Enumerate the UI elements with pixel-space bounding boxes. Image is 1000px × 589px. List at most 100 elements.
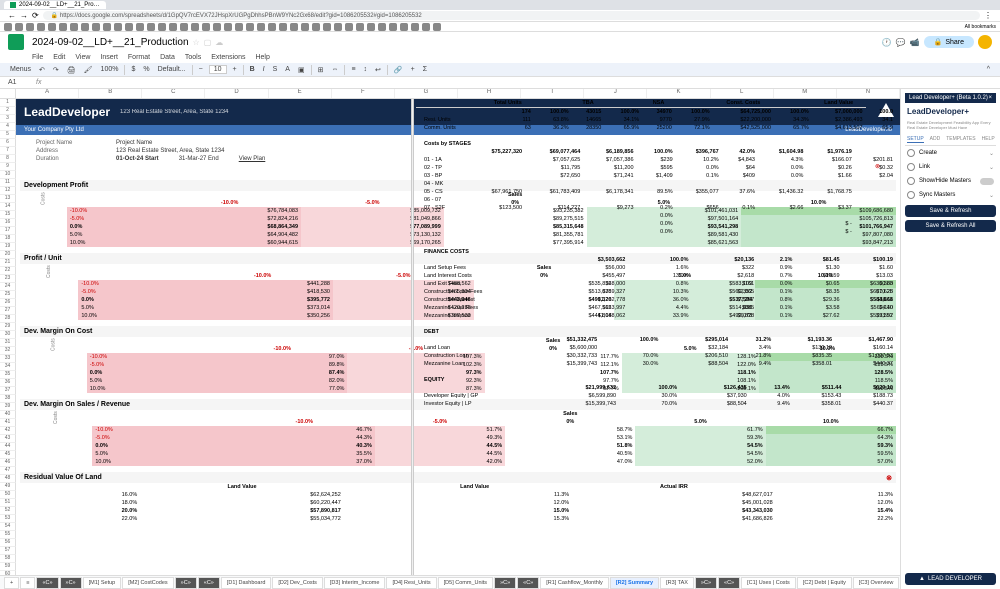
font-size-plus[interactable]: + [231, 66, 239, 73]
zoom-select[interactable]: 100% [99, 66, 121, 73]
menu-insert[interactable]: Insert [100, 54, 118, 61]
row-header[interactable]: 49 [0, 483, 16, 491]
row-header[interactable]: 14 [0, 203, 16, 211]
sheet-tab[interactable]: «C» [718, 577, 740, 589]
bookmark-item[interactable] [257, 23, 265, 31]
bookmark-item[interactable] [389, 23, 397, 31]
bookmark-item[interactable] [367, 23, 375, 31]
print-icon[interactable]: 🖨 [65, 66, 78, 74]
col-header[interactable]: L [711, 89, 774, 98]
cloud-icon[interactable]: ☁ [215, 38, 223, 47]
sheet-tab[interactable]: «C» [198, 577, 220, 589]
fill-color-icon[interactable]: ▣ [296, 66, 307, 74]
format-select[interactable]: Default... [156, 66, 188, 73]
sheet-tab[interactable]: «C» [36, 577, 58, 589]
col-header[interactable]: M [774, 89, 837, 98]
bookmark-item[interactable] [147, 23, 155, 31]
extensions-icon[interactable]: ⋮ [984, 11, 992, 20]
bookmark-item[interactable] [37, 23, 45, 31]
row-header[interactable]: 29 [0, 323, 16, 331]
nav-back-icon[interactable]: ← [8, 11, 16, 20]
row-header[interactable]: 35 [0, 371, 16, 379]
save-refresh-all-button[interactable]: Save & Refresh All [905, 220, 996, 232]
strike-icon[interactable]: S [271, 66, 280, 73]
currency-icon[interactable]: $ [129, 66, 137, 73]
undo-icon[interactable]: ↶ [37, 66, 47, 74]
menu-extensions[interactable]: Extensions [211, 54, 245, 61]
bookmark-item[interactable] [103, 23, 111, 31]
row-header[interactable]: 13 [0, 195, 16, 203]
row-header[interactable]: 21 [0, 259, 16, 267]
row-header[interactable]: 42 [0, 427, 16, 435]
col-header[interactable]: B [79, 89, 142, 98]
bookmark-item[interactable] [323, 23, 331, 31]
col-header[interactable]: G [395, 89, 458, 98]
sheet-tab[interactable]: [D4] Resi_Units [386, 577, 436, 589]
bookmark-item[interactable] [268, 23, 276, 31]
row-header[interactable]: 22 [0, 267, 16, 275]
meet-icon[interactable]: 📹 [910, 38, 920, 47]
sidebar-item-show-hide-masters[interactable]: Show/Hide Masters [905, 174, 996, 188]
cell-reference[interactable]: A1 [8, 79, 28, 86]
row-header[interactable]: 17 [0, 227, 16, 235]
menu-edit[interactable]: Edit [53, 54, 65, 61]
italic-icon[interactable]: I [261, 66, 267, 73]
row-header[interactable]: 59 [0, 563, 16, 571]
paint-icon[interactable]: 🖌 [82, 66, 95, 74]
bookmark-item[interactable] [246, 23, 254, 31]
row-header[interactable]: 33 [0, 355, 16, 363]
row-header[interactable]: 45 [0, 451, 16, 459]
sidebar-tab-help[interactable]: HELP [982, 136, 995, 143]
row-header[interactable]: 7 [0, 147, 16, 155]
col-header[interactable]: J [584, 89, 647, 98]
bookmark-item[interactable] [202, 23, 210, 31]
bookmark-item[interactable] [169, 23, 177, 31]
save-refresh-button[interactable]: Save & Refresh [905, 205, 996, 217]
cells-area[interactable]: LeadDeveloper 123 Real Estate Street, Ar… [16, 99, 900, 579]
sheet-tab[interactable]: »C» [175, 577, 197, 589]
row-header[interactable]: 44 [0, 443, 16, 451]
align-icon[interactable]: ≡ [349, 66, 357, 73]
history-icon[interactable]: 🕐 [882, 38, 892, 47]
avatar[interactable] [978, 35, 992, 49]
col-header[interactable]: E [269, 89, 332, 98]
spreadsheet[interactable]: ABCDEFGHIJKLMN 1234567891011121314151617… [0, 89, 900, 589]
row-header[interactable]: 50 [0, 491, 16, 499]
menu-tools[interactable]: Tools [185, 54, 201, 61]
sidebar-tab-setup[interactable]: SETUP [907, 136, 924, 143]
row-header[interactable]: 39 [0, 403, 16, 411]
row-header[interactable]: 41 [0, 419, 16, 427]
toggle[interactable] [980, 178, 994, 185]
bookmark-item[interactable] [15, 23, 23, 31]
row-header[interactable]: 34 [0, 363, 16, 371]
row-header[interactable]: 52 [0, 507, 16, 515]
row-header[interactable]: 9 [0, 163, 16, 171]
comment-icon[interactable]: 💬 [896, 38, 906, 47]
bookmark-item[interactable] [433, 23, 441, 31]
browser-tab[interactable]: 2024-09-02__LD+__21_Pro… [4, 1, 106, 9]
bookmark-item[interactable] [400, 23, 408, 31]
sheet-tab[interactable]: + [4, 577, 19, 589]
share-button[interactable]: 🔒 Share [924, 36, 974, 48]
doc-title[interactable]: 2024-09-02__LD+__21_Production [32, 37, 189, 48]
sheets-logo-icon[interactable] [8, 34, 24, 50]
insert-icon[interactable]: + [409, 66, 417, 73]
row-header[interactable]: 11 [0, 179, 16, 187]
row-header[interactable]: 20 [0, 251, 16, 259]
bold-icon[interactable]: B [248, 66, 257, 73]
sheet-tab[interactable]: [D5] Comm_Units [438, 577, 493, 589]
bookmark-item[interactable] [92, 23, 100, 31]
merge-icon[interactable]: ⇔ [329, 66, 340, 73]
bookmark-item[interactable] [235, 23, 243, 31]
redo-icon[interactable]: ↷ [51, 66, 61, 74]
col-header[interactable]: K [647, 89, 710, 98]
menu-data[interactable]: Data [160, 54, 175, 61]
sheet-tab[interactable]: [R2] Summary [610, 577, 659, 589]
sheet-tab[interactable]: [D3] Interim_Income [324, 577, 386, 589]
row-header[interactable]: 8 [0, 155, 16, 163]
close-icon[interactable]: × [988, 95, 992, 101]
row-header[interactable]: 15 [0, 211, 16, 219]
bookmark-item[interactable] [411, 23, 419, 31]
pane-divider[interactable] [411, 99, 414, 579]
row-header[interactable]: 58 [0, 555, 16, 563]
